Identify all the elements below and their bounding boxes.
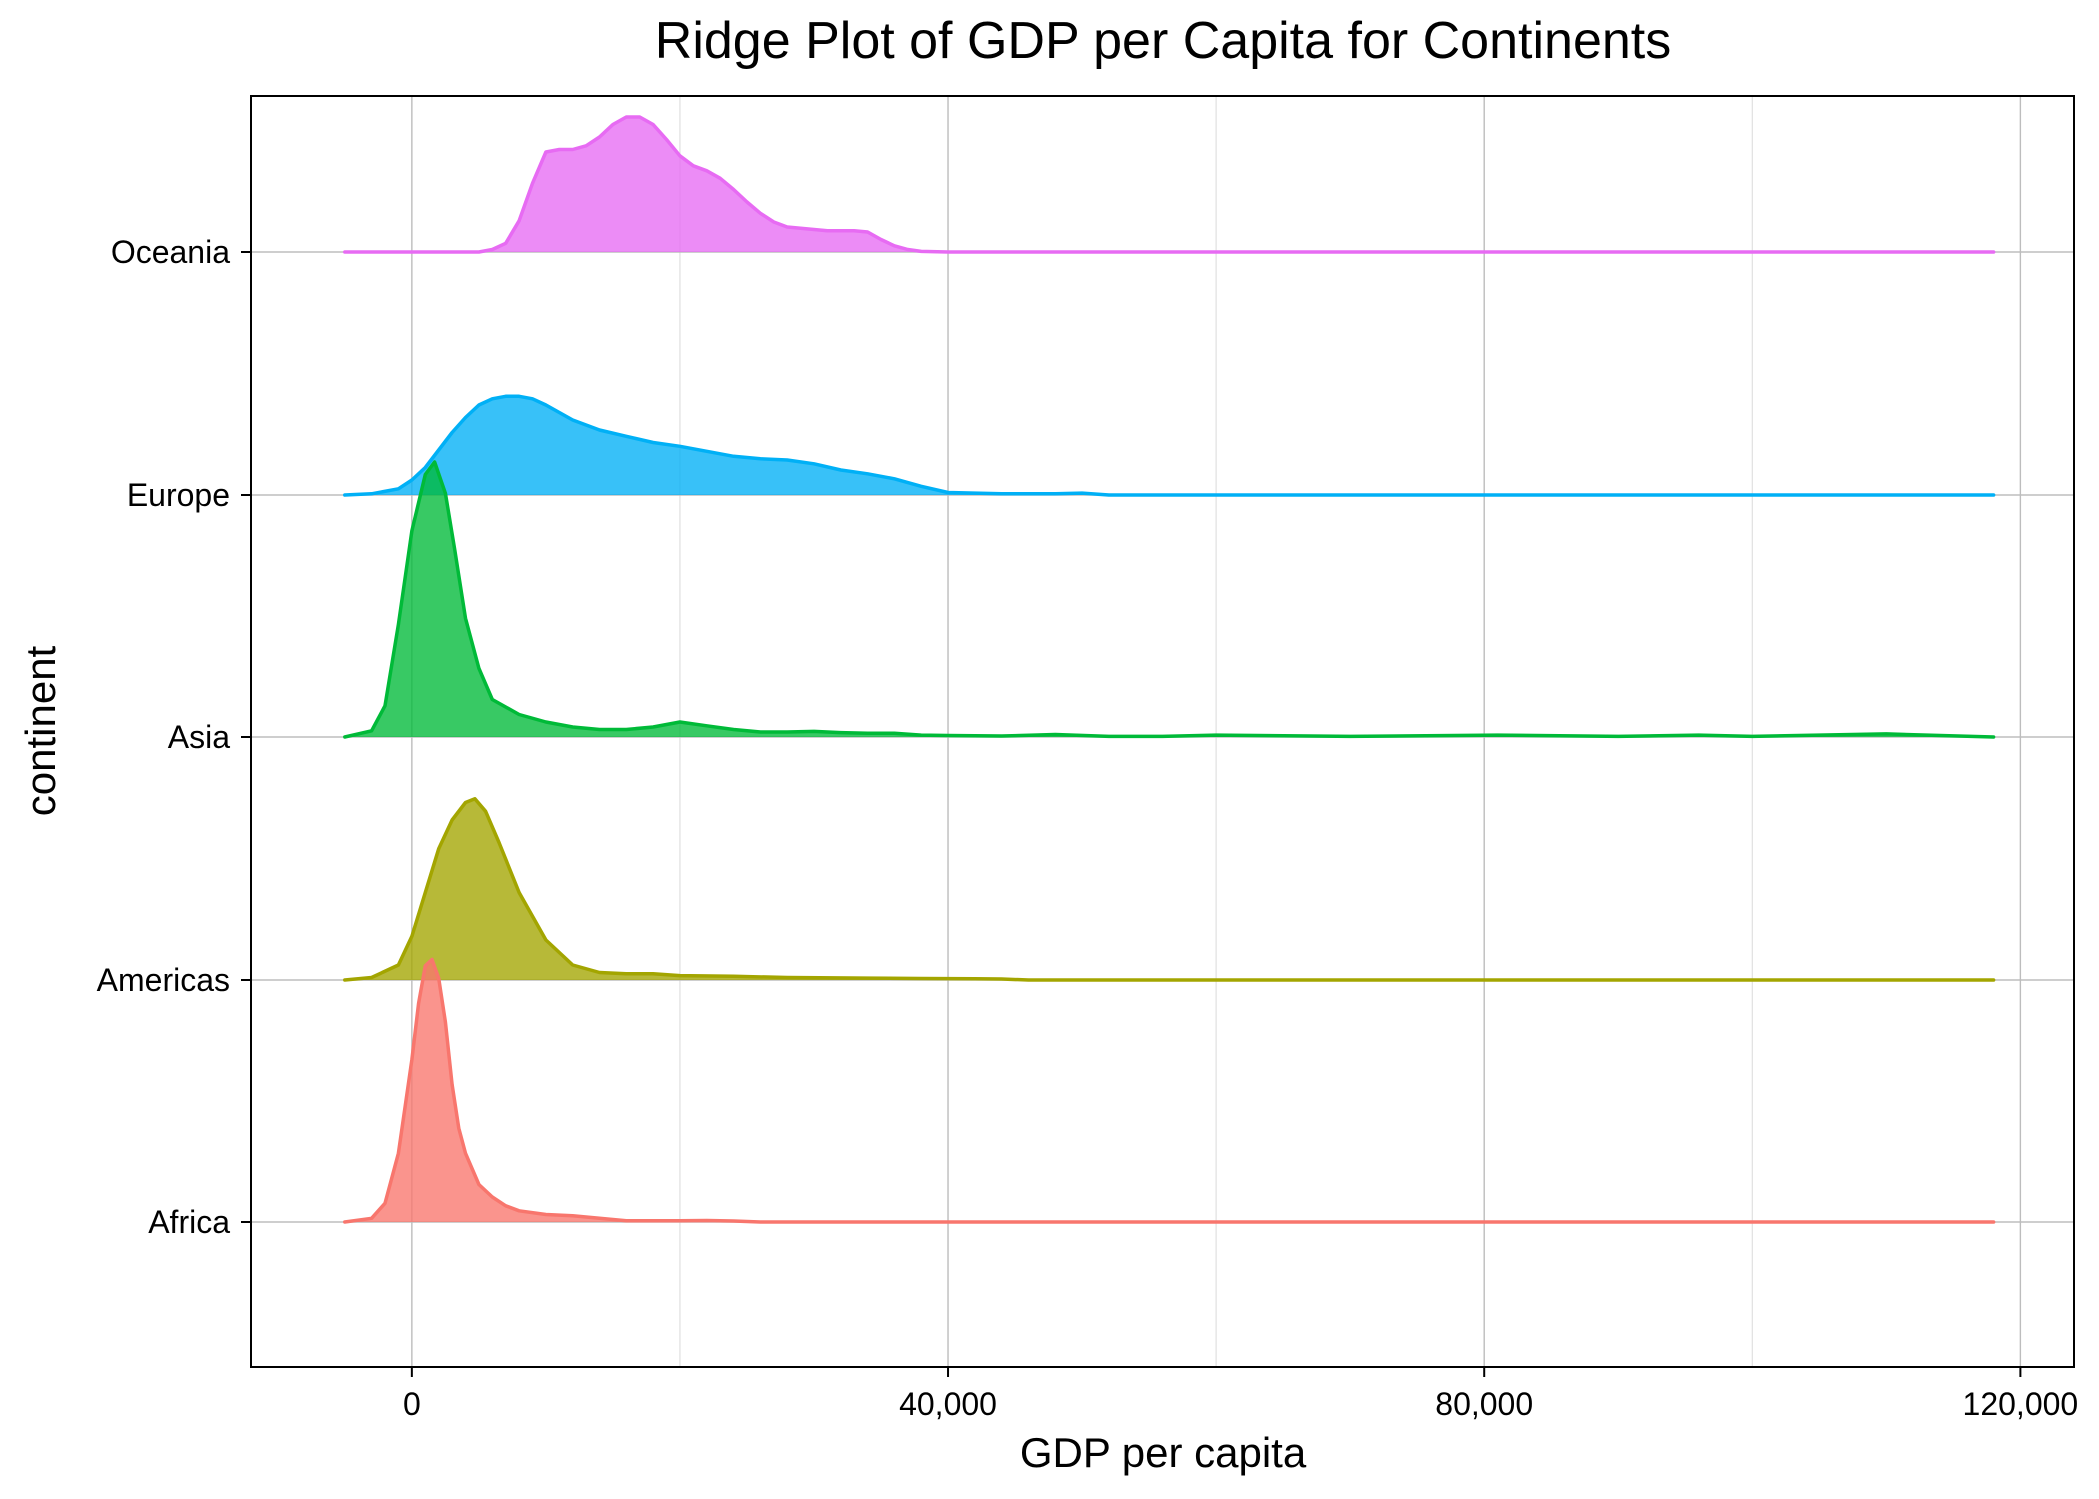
x-tick-label: 120,000 <box>1963 1386 2079 1422</box>
ridge-line-europe <box>343 394 1996 497</box>
ridge-line-asia <box>343 460 1996 739</box>
axis-ticks: 0 40,000 80,000 120,000 Africa Americas Asia Eu… <box>97 234 2079 1422</box>
y-tick-label-europe: Europe <box>127 477 230 513</box>
ridge-oceania <box>343 115 1996 254</box>
ridge-asia <box>343 460 1996 739</box>
ridge-area-americas <box>344 798 1994 980</box>
ridge-africa <box>343 957 1996 1224</box>
ridge-line-africa <box>343 957 1996 1224</box>
x-tick-label: 40,000 <box>899 1386 997 1422</box>
ridge-europe <box>343 394 1996 497</box>
ridge-area-africa <box>344 959 1994 1222</box>
x-axis-title: GDP per capita <box>1020 1429 1307 1476</box>
y-tick-label-americas: Americas <box>97 962 230 998</box>
x-tick-label: 80,000 <box>1435 1386 1533 1422</box>
y-tick-label-oceania: Oceania <box>111 234 230 270</box>
chart-title: Ridge Plot of GDP per Capita for Contine… <box>655 12 1671 70</box>
ridge-area-europe <box>344 396 1994 495</box>
y-tick-label-asia: Asia <box>168 719 230 755</box>
ridge-area-asia <box>344 462 1994 737</box>
ridge-americas <box>343 797 1996 982</box>
ridges <box>343 115 1996 1224</box>
x-tick-label: 0 <box>403 1386 421 1422</box>
ridge-line-oceania <box>343 115 1996 254</box>
y-tick-label-africa: Africa <box>148 1204 230 1240</box>
plot-panel-border <box>250 95 2075 1368</box>
ridge-line-americas <box>343 797 1996 982</box>
ridge-area-oceania <box>344 117 1994 252</box>
y-axis-title: continent <box>17 645 64 816</box>
